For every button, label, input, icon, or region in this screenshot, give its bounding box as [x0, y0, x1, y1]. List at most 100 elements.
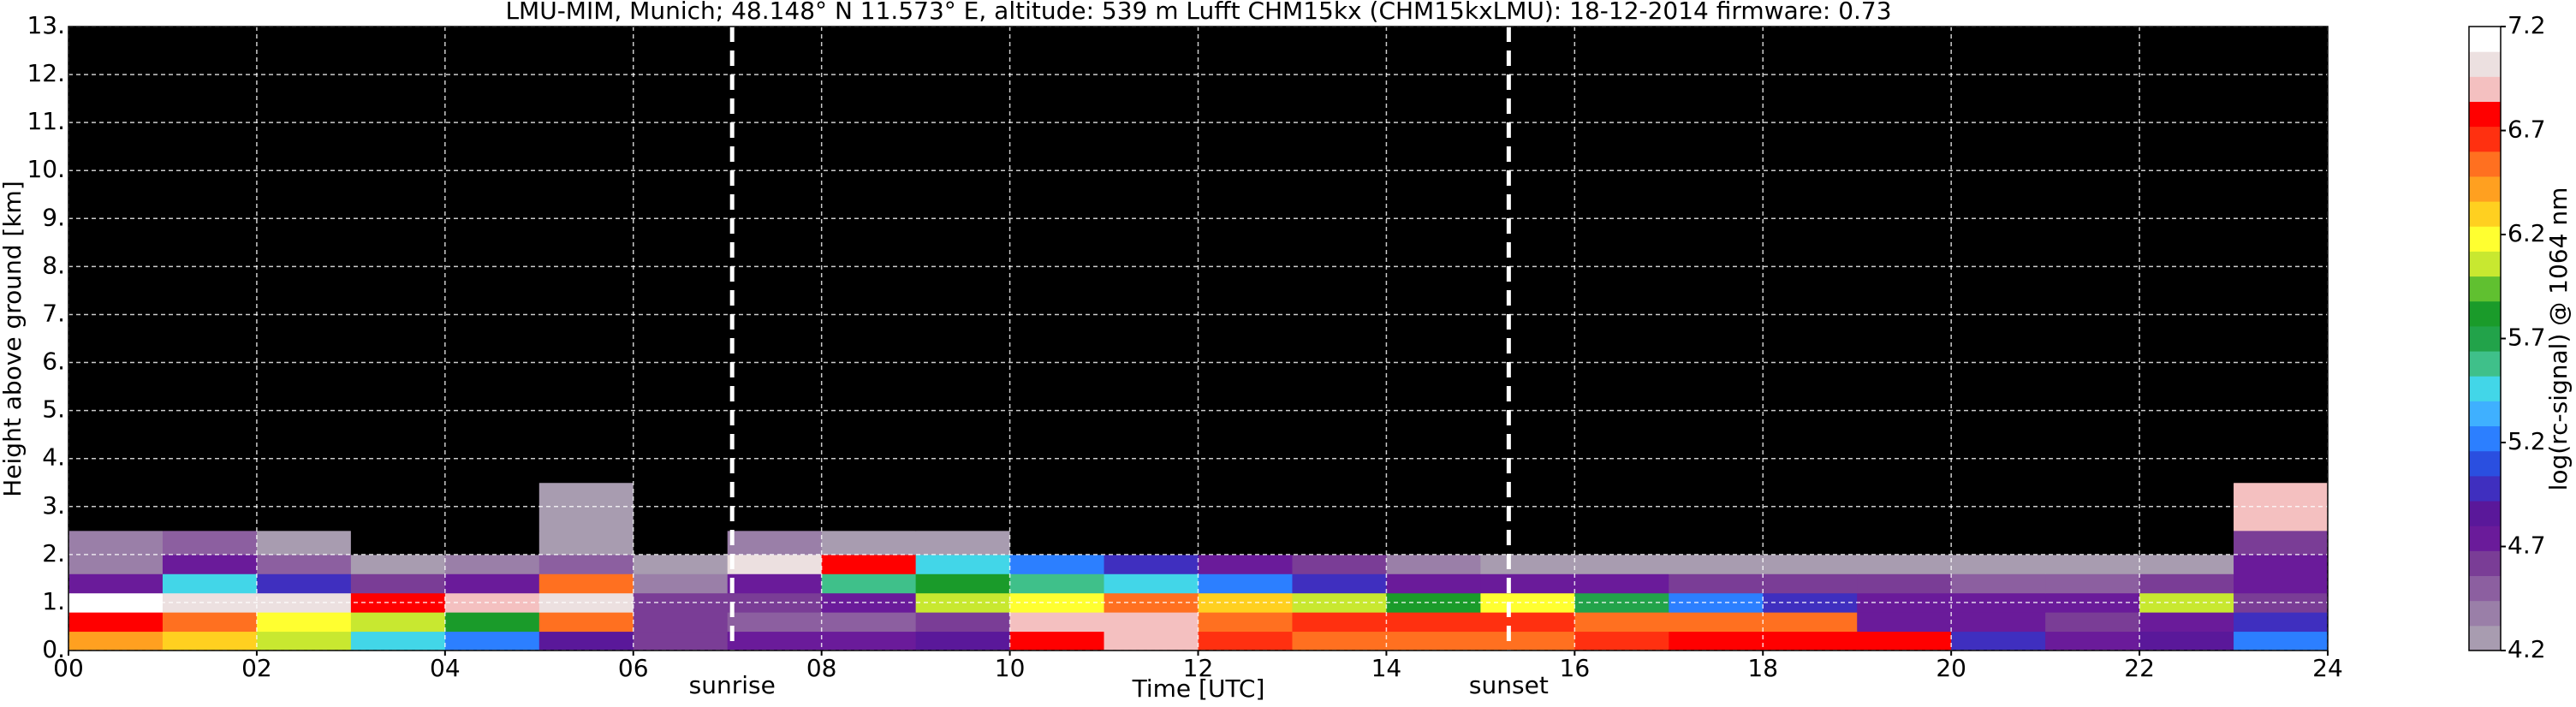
heatmap-cell [1669, 27, 1764, 484]
heatmap-cell [915, 27, 1011, 484]
colorbar-segment [2469, 251, 2501, 277]
y-tick-label: 0. [42, 635, 65, 663]
y-tick-label: 7. [42, 299, 65, 327]
heatmap-cell [2045, 631, 2140, 651]
heatmap-cell [727, 482, 823, 532]
colorbar-tick-label: 6.2 [2508, 219, 2546, 247]
heatmap-cell [1857, 27, 1952, 484]
heatmap-cell [1857, 631, 1952, 651]
heatmap-cell [1386, 27, 1481, 484]
heatmap-cell [2234, 612, 2329, 633]
heatmap-cell [538, 530, 634, 556]
heatmap-cell [2234, 631, 2329, 651]
heatmap-cell [727, 631, 823, 651]
colorbar-segment [2469, 501, 2501, 526]
colorbar-tick-label: 4.2 [2508, 635, 2546, 663]
heatmap-cell [2139, 592, 2234, 613]
colorbar-segment [2469, 276, 2501, 302]
heatmap-cell [2045, 530, 2140, 556]
heatmap-cell [350, 27, 446, 484]
heatmap-cell [1198, 612, 1293, 633]
x-tick-label: 08 [806, 654, 837, 682]
colorbar-tick-label: 5.7 [2508, 324, 2546, 352]
heatmap-cell [1104, 631, 1199, 651]
heatmap-cell [2139, 631, 2234, 651]
heatmap-cell [821, 27, 917, 484]
heatmap-cell [2045, 27, 2140, 484]
heatmap-cell [1480, 612, 1575, 633]
heatmap-cell [350, 554, 446, 574]
heatmap-cell [1198, 554, 1293, 574]
heatmap-cell [538, 27, 634, 484]
heatmap-cell [1198, 530, 1293, 556]
heatmap-cell [1763, 631, 1858, 651]
heatmap-cell [1574, 631, 1669, 651]
heatmap-cell [1009, 631, 1105, 651]
heatmap-cell [256, 554, 352, 574]
heatmap-cell [350, 612, 446, 633]
heatmap-cell [727, 27, 823, 484]
x-tick-label: 02 [241, 654, 272, 682]
heatmap-cell [68, 530, 164, 556]
heatmap-cell [1951, 631, 2046, 651]
colorbar-tick-label: 4.7 [2508, 532, 2546, 560]
heatmap-cell [2234, 554, 2329, 574]
heatmap-cell [1951, 554, 2046, 574]
heatmap-cell [350, 631, 446, 651]
heatmap-cell [2139, 554, 2234, 574]
heatmap-cell [1857, 554, 1952, 574]
heatmap-cell [633, 631, 729, 651]
heatmap-cell [162, 573, 258, 594]
heatmap-cell [1292, 592, 1387, 613]
colorbar-tick-label: 6.7 [2508, 116, 2546, 144]
heatmap-cell [1763, 530, 1858, 556]
heatmap-cell [727, 554, 823, 574]
heatmap-cell [821, 554, 917, 574]
heatmap-cell [1574, 612, 1669, 633]
heatmap-cell [350, 592, 446, 613]
heatmap-cell [2234, 27, 2329, 484]
colorbar-segment [2469, 175, 2501, 202]
y-tick-label: 4. [42, 443, 65, 472]
x-axis-label: Time [UTC] [1132, 674, 1265, 703]
colorbar-segment [2469, 126, 2501, 152]
heatmap-cell [1480, 631, 1575, 651]
colorbar-segment [2469, 526, 2501, 551]
heatmap-cell [1574, 554, 1669, 574]
plot-frame [68, 26, 2329, 651]
colorbar-tick-label: 7.2 [2508, 11, 2546, 39]
heatmap-cell [444, 573, 540, 594]
heatmap-cell [1480, 27, 1575, 484]
heatmap-cell [1386, 554, 1481, 574]
heatmap-cell [1763, 612, 1858, 633]
y-tick-label: 1. [42, 587, 65, 615]
colorbar-segment [2469, 450, 2501, 477]
colorbar-segment [2469, 325, 2501, 352]
x-tick-label: 14 [1371, 654, 1402, 682]
x-tick-label: 22 [2124, 654, 2155, 682]
colorbar-segment [2469, 351, 2501, 377]
heatmap-cell [1292, 612, 1387, 633]
heatmap-cell [68, 612, 164, 633]
chart-title: LMU-MIM, Munich; 48.148° N 11.573° E, al… [505, 0, 1891, 25]
heatmap-cell [1009, 27, 1105, 484]
heatmap-cell [1574, 592, 1669, 613]
heatmap-cell [915, 612, 1011, 633]
heatmap-cell [444, 612, 540, 633]
heatmap-cell [821, 573, 917, 594]
heatmap-cell [1669, 612, 1764, 633]
heatmap-cell [2045, 482, 2140, 532]
heatmap-cell [1669, 554, 1764, 574]
y-tick-label: 13. [27, 11, 65, 39]
heatmap-cell [350, 530, 446, 556]
heatmap-cell [1292, 573, 1387, 594]
heatmap-cell [1669, 482, 1764, 532]
heatmap-cell [727, 612, 823, 633]
y-tick-label: 12. [27, 59, 65, 87]
colorbar-segment [2469, 475, 2501, 502]
heatmap-cell [821, 631, 917, 651]
heatmap-cell [2139, 27, 2234, 484]
heatmap-cell [821, 612, 917, 633]
heatmap-cell [1009, 530, 1105, 556]
heatmap-cell [1104, 573, 1199, 594]
